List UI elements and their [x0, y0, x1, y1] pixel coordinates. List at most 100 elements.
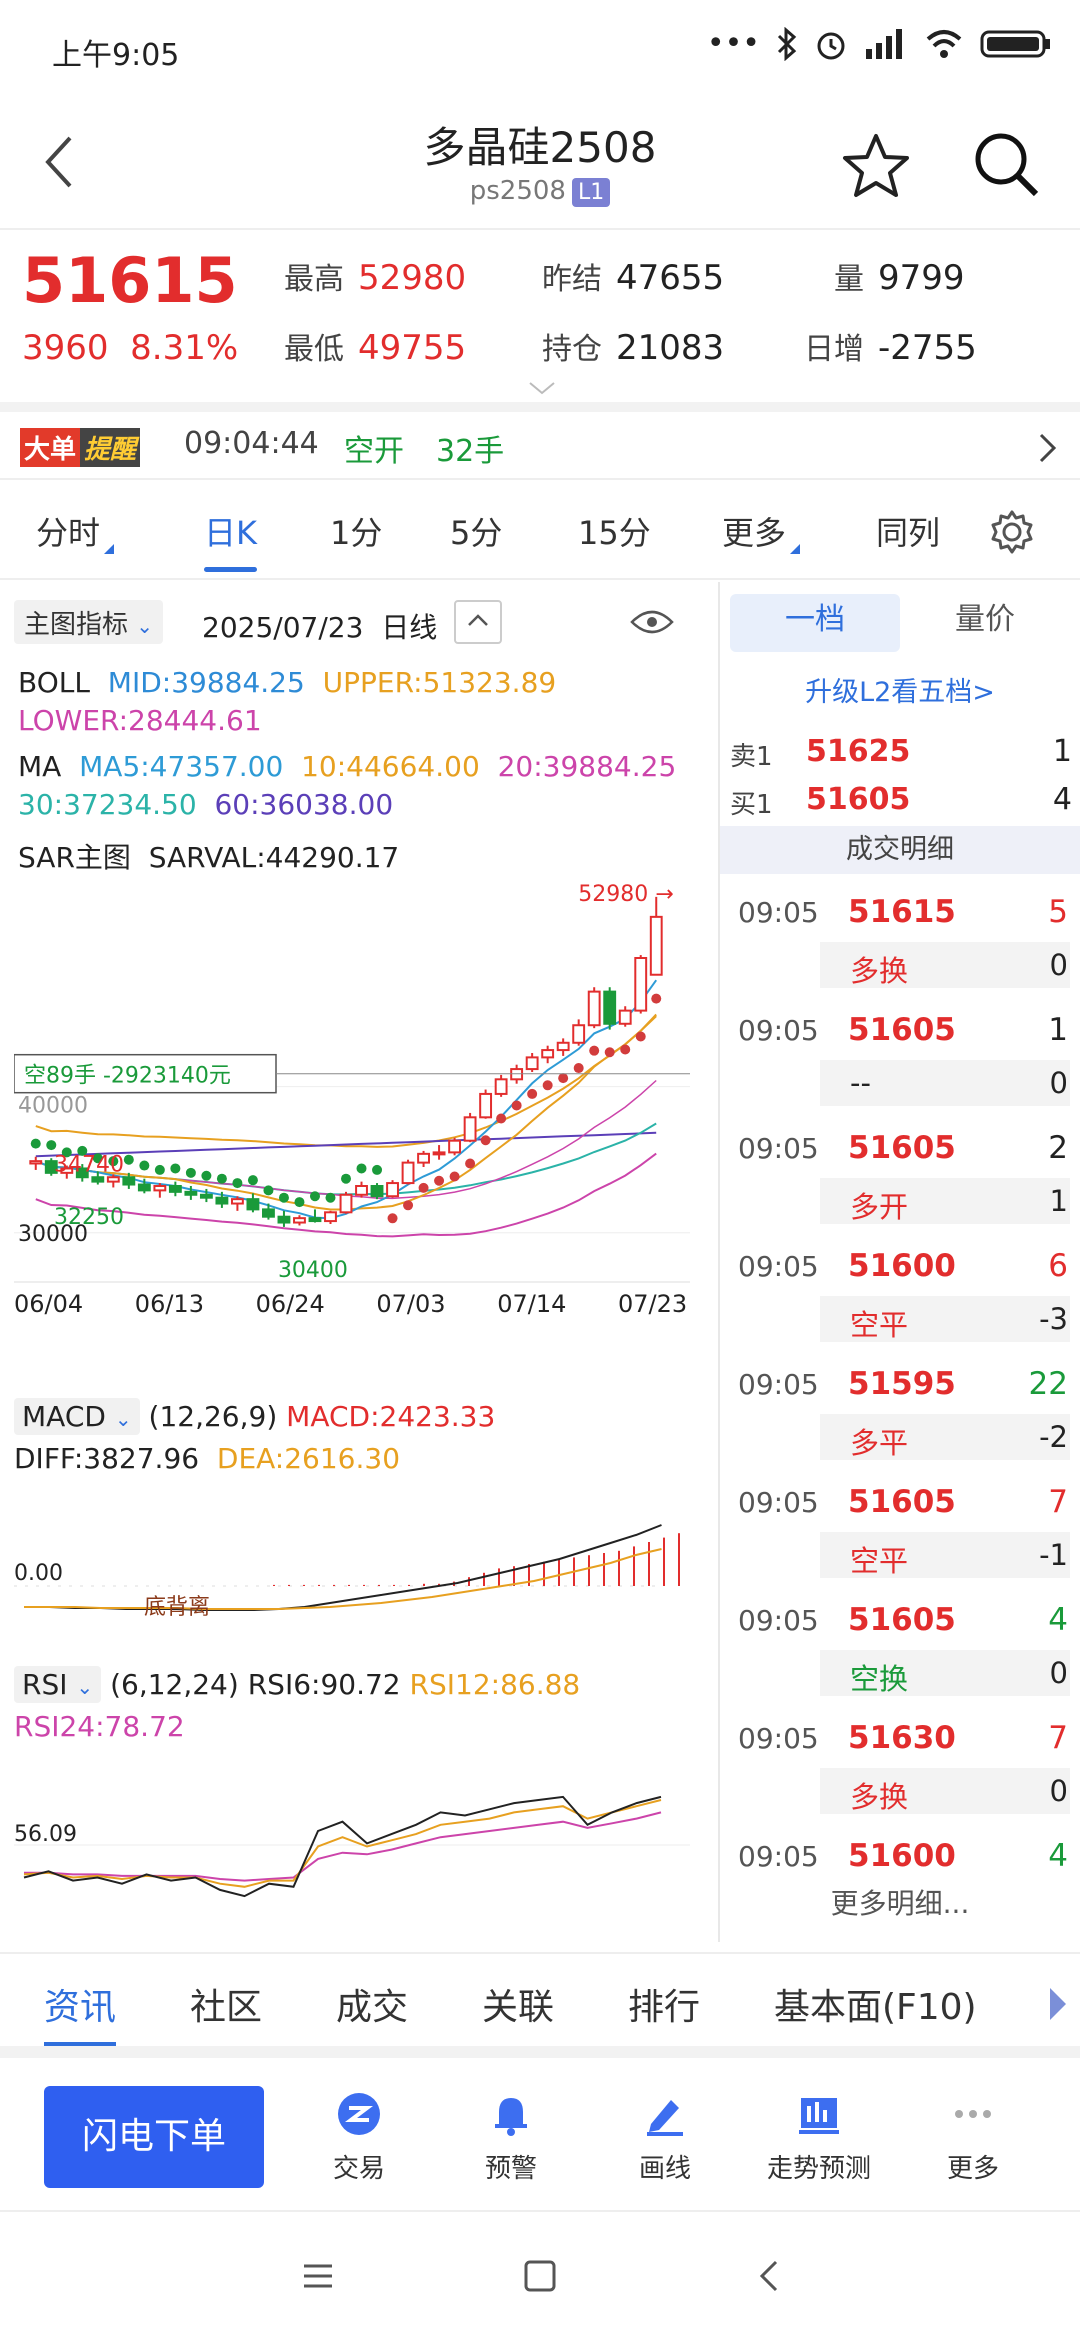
tab-intraday[interactable]: 分时 — [36, 508, 115, 554]
rsi-level-label: 56.09 — [14, 1822, 77, 1847]
deal-volume: 2 — [1048, 1130, 1068, 1166]
deal-detail: 空平 -1 — [820, 1532, 1070, 1578]
deal-detail: 多换 0 — [820, 942, 1070, 988]
back-nav-icon[interactable] — [752, 2258, 788, 2294]
deal-row: 09:05 51605 4 空换 0 — [720, 1590, 1080, 1708]
candle-body — [277, 1215, 291, 1224]
more-label: 更多 — [946, 2154, 999, 2184]
info-tabs: 资讯 社区 成交 关联 排行 基本面(F10) — [0, 1952, 1080, 2058]
rsi-chart[interactable]: 56.09 — [14, 1754, 690, 1934]
candle-body — [541, 1049, 555, 1059]
trade-action[interactable]: 交易 — [284, 2090, 434, 2185]
sar-dot — [403, 1200, 414, 1211]
candle-body — [603, 990, 617, 1025]
forecast-action[interactable]: 走势预测 — [744, 2090, 894, 2185]
rsi-header: RSI ⌄ (6,12,24) RSI6:90.72 RSI12:86.88 — [14, 1666, 690, 1703]
dea-value: DEA:2616.30 — [216, 1442, 401, 1475]
dea-line — [24, 1548, 662, 1610]
more-details-link[interactable]: 更多明细... — [830, 1887, 970, 1920]
forecast-label: 走势预测 — [766, 2154, 871, 2184]
ask-row: 卖1 51625 1 — [730, 728, 1072, 776]
deal-type: 多换 — [850, 1780, 909, 1814]
chart-area: 主图指标 ⌄ 2025/07/23 日线 BOLL MID:39884.25 U… — [0, 582, 718, 1942]
deal-row: 09:05 51605 7 空平 -1 — [720, 1472, 1080, 1590]
alert-action[interactable]: 预警 — [436, 2090, 586, 2185]
favorite-star-icon[interactable] — [840, 130, 912, 202]
volume-label: 量 — [834, 262, 864, 297]
y-tick-40000: 40000 — [18, 1094, 88, 1119]
draw-action[interactable]: 画线 — [590, 2090, 740, 2185]
deal-oi-change: 1 — [1049, 1184, 1068, 1218]
period-text: 日线 — [381, 611, 438, 644]
upgrade-l2-link[interactable]: 升级L2看五档> — [805, 677, 995, 708]
ma60-value: 60:36038.00 — [214, 788, 394, 821]
candle-body — [29, 1160, 43, 1165]
candle-body — [572, 1024, 586, 1044]
deal-row: 09:05 51605 1 -- 0 — [720, 1000, 1080, 1118]
tab-trades[interactable]: 成交 — [336, 1987, 409, 2028]
candle-body — [401, 1161, 415, 1185]
sar-dot — [573, 1063, 584, 1074]
macd-chart[interactable]: 0.00 底背离 — [14, 1486, 690, 1646]
oi-change-label: 日增 — [804, 332, 864, 367]
tab-5min[interactable]: 5分 — [450, 508, 502, 554]
back-icon[interactable] — [40, 132, 80, 192]
kline-chart[interactable]: 52980 → 空89手 -2923140元 40000 30000 34740 3225… — [14, 742, 690, 1322]
main-indicator-select[interactable]: 主图指标 ⌄ — [14, 600, 164, 644]
tab-community[interactable]: 社区 — [190, 1987, 263, 2028]
tab-daily-k[interactable]: 日K — [204, 508, 257, 572]
rsi-params: (6,12,24) — [110, 1668, 239, 1701]
deal-oi-change: 0 — [1049, 1066, 1068, 1100]
signal-icon — [866, 28, 902, 59]
sar-dot — [589, 1045, 600, 1056]
tab-1min[interactable]: 1分 — [330, 508, 382, 554]
x-tick-label: 06/04 — [14, 1290, 83, 1318]
status-icons: ••• — [707, 26, 1052, 61]
chevron-right-icon[interactable] — [1038, 432, 1058, 464]
sar-dot — [511, 1100, 522, 1111]
deal-price: 51615 — [848, 894, 956, 930]
tab-related[interactable]: 关联 — [482, 1987, 555, 2028]
gear-icon[interactable] — [988, 508, 1036, 556]
oi-change-value: -2755 — [878, 328, 977, 368]
sar-dot — [449, 1171, 460, 1182]
bluetooth-icon — [777, 26, 797, 61]
boll-name: BOLL — [18, 666, 90, 699]
tab-ranking[interactable]: 排行 — [628, 1987, 701, 2028]
tab-same-series[interactable]: 同列 — [876, 508, 940, 554]
more-action[interactable]: 更多 — [898, 2090, 1048, 2185]
quick-order-button[interactable]: 闪电下单 — [44, 2086, 264, 2188]
search-icon[interactable] — [970, 128, 1042, 200]
system-nav-bar — [0, 2214, 1080, 2340]
tab-news[interactable]: 资讯 — [44, 1978, 117, 2046]
candle-body — [556, 1041, 570, 1052]
deal-oi-change: 0 — [1049, 1774, 1068, 1808]
alert-time: 09:04:44 — [184, 426, 319, 461]
sar-dot — [247, 1175, 258, 1186]
scroll-right-icon[interactable] — [1048, 1986, 1068, 2022]
collapse-button[interactable] — [454, 600, 502, 644]
rsi-line-2: RSI24:78.72 — [14, 1710, 185, 1743]
menu-icon[interactable] — [300, 2258, 336, 2294]
low-marker-34740: 34740 — [54, 1152, 124, 1177]
tab-fundamentals[interactable]: 基本面(F10) — [774, 1987, 977, 2028]
macd-zero-label: 0.00 — [14, 1561, 63, 1586]
tab-more[interactable]: 更多 — [722, 508, 801, 554]
ask-volume: 1 — [1052, 734, 1072, 769]
sar-dot — [278, 1192, 289, 1203]
tab-15min[interactable]: 15分 — [578, 508, 651, 554]
expand-chevron-icon[interactable] — [528, 380, 556, 396]
deal-type: 空平 — [850, 1308, 909, 1342]
rsi-select[interactable]: RSI ⌄ — [14, 1666, 102, 1703]
low-value: 49755 — [358, 328, 467, 368]
deal-volume: 1 — [1048, 1012, 1068, 1048]
sar-dot — [542, 1080, 553, 1091]
eye-icon[interactable] — [630, 608, 674, 636]
battery-icon — [980, 30, 1050, 57]
big-order-alert-bar[interactable]: 大单 提醒 09:04:44 空开 32手 — [0, 412, 1080, 480]
macd-select[interactable]: MACD ⌄ — [14, 1398, 140, 1435]
tab-level1[interactable]: 一档 — [730, 594, 900, 652]
home-icon[interactable] — [522, 2258, 558, 2294]
chevron-down-icon: ⌄ — [76, 1675, 94, 1699]
tab-volume-price[interactable]: 量价 — [955, 602, 1015, 637]
